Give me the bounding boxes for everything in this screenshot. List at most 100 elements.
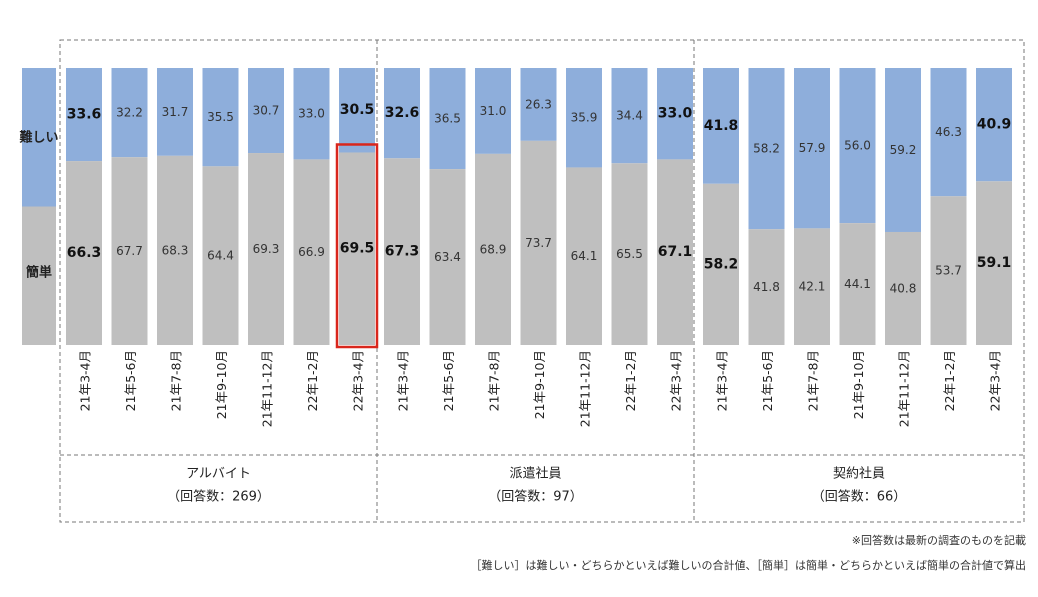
group-response-count: （回答数：66） [812, 489, 907, 505]
series-connector [192, 155, 203, 167]
data-label-easy: 64.4 [207, 249, 234, 263]
series-connector [101, 156, 112, 162]
data-label-difficult: 33.0 [658, 106, 693, 122]
note-response-count: ※回答数は最新の調査のものを記載 [851, 534, 1026, 547]
series-connector [419, 157, 430, 170]
bar-segment-easy [248, 153, 284, 345]
bar-segment-difficult [703, 68, 739, 184]
series-connector [784, 227, 795, 230]
data-label-difficult: 46.3 [935, 125, 962, 139]
tick-label: 21年3-4月 [715, 350, 730, 411]
data-label-difficult: 30.7 [253, 104, 280, 118]
data-label-difficult: 59.2 [890, 143, 917, 157]
tick-label: 21年11-12月 [260, 350, 275, 427]
data-label-easy: 59.1 [977, 255, 1012, 271]
data-label-difficult: 33.6 [67, 107, 102, 123]
bar-segment-difficult [475, 68, 511, 154]
bar-segment-difficult [520, 68, 557, 141]
bar-segment-easy [520, 140, 557, 345]
tick-label: 21年7-8月 [487, 350, 502, 411]
group-name: 契約社員 [833, 466, 885, 482]
bar-segment-difficult [976, 68, 1012, 182]
data-label-difficult: 31.7 [162, 105, 189, 119]
bar-segment-easy [66, 161, 102, 345]
bar-segment-easy [885, 231, 921, 345]
tick-label: 22年1-2月 [942, 350, 957, 411]
bar-segment-easy [839, 223, 876, 345]
tick-label: 21年11-12月 [578, 350, 593, 427]
data-label-difficult: 32.2 [116, 106, 143, 120]
data-label-easy: 64.1 [571, 249, 598, 263]
bar-segment-difficult [566, 68, 602, 168]
bar-segment-difficult [66, 68, 102, 162]
bar-segment-difficult [839, 68, 876, 224]
bar-segment-difficult [930, 68, 967, 197]
data-label-easy: 40.8 [890, 281, 917, 295]
bar-segment-difficult [157, 68, 193, 156]
series-connector [147, 155, 158, 158]
bar-segment-easy [339, 152, 375, 345]
highlight-box [335, 143, 379, 349]
data-label-easy: 73.7 [525, 236, 552, 250]
bar-segment-easy [384, 158, 420, 345]
series-connector [238, 152, 249, 167]
data-label-difficult: 35.5 [207, 110, 234, 124]
data-label-easy: 68.3 [162, 243, 189, 257]
bar-segment-easy [703, 183, 739, 345]
tick-label: 21年5-6月 [123, 350, 138, 411]
data-label-difficult: 41.8 [704, 118, 739, 134]
tick-label: 22年1-2月 [305, 350, 320, 411]
group-response-count: （回答数：97） [488, 489, 583, 505]
series-connector [966, 181, 977, 197]
bar-segment-easy [293, 159, 330, 345]
bar-segment-easy [611, 163, 648, 345]
data-label-difficult: 36.5 [434, 112, 461, 126]
bar-segment-easy [930, 196, 967, 345]
bar-segment-difficult [657, 68, 693, 160]
bar-segment-difficult [384, 68, 420, 159]
tick-label: 21年7-8月 [806, 350, 821, 411]
tick-label: 21年3-4月 [396, 350, 411, 411]
bar-segment-difficult [611, 68, 648, 164]
bar-segment-difficult [429, 68, 466, 170]
group-response-count: （回答数：269） [167, 489, 270, 505]
bar-segment-difficult [248, 68, 284, 154]
data-label-easy: 68.9 [480, 242, 507, 256]
tick-label: 22年1-2月 [623, 350, 638, 411]
tick-label: 22年3-4月 [351, 350, 366, 411]
bar-segment-easy [157, 155, 193, 345]
series-connector [510, 140, 521, 155]
chart-frame [59, 39, 1025, 523]
data-label-difficult: 40.9 [977, 117, 1012, 133]
tick-label: 21年11-12月 [897, 350, 912, 427]
group-name: アルバイト [186, 467, 251, 482]
bar-segment-easy [794, 228, 830, 345]
bar-segment-difficult [339, 68, 375, 153]
bar-segment-easy [657, 159, 693, 345]
data-label-easy: 67.3 [385, 244, 420, 260]
data-label-easy: 67.7 [116, 244, 143, 258]
bar-segment-easy [202, 166, 239, 345]
data-label-easy: 63.4 [434, 250, 461, 264]
data-label-easy: 69.5 [340, 241, 375, 257]
series-connector [875, 222, 886, 233]
bar-segment-easy [748, 229, 785, 345]
legend-label-easy: 簡単 [25, 265, 52, 281]
bar-segment-difficult [794, 68, 830, 229]
data-label-difficult: 34.4 [616, 109, 643, 123]
group-name: 派遣社員 [509, 466, 561, 482]
data-label-difficult: 32.6 [385, 105, 420, 121]
data-label-easy: 41.8 [753, 280, 780, 294]
series-connector [556, 140, 567, 168]
data-label-easy: 42.1 [799, 280, 826, 294]
data-label-difficult: 26.3 [525, 97, 552, 111]
bar-segment-easy [429, 169, 466, 345]
bar-segment-difficult [885, 68, 921, 232]
data-label-difficult: 57.9 [799, 141, 826, 155]
bar-segment-difficult [202, 68, 239, 167]
bar-segment-difficult [293, 68, 330, 160]
bar-segment-easy [475, 153, 511, 345]
data-label-easy: 65.5 [616, 247, 643, 261]
bar-segment-difficult [748, 68, 785, 230]
